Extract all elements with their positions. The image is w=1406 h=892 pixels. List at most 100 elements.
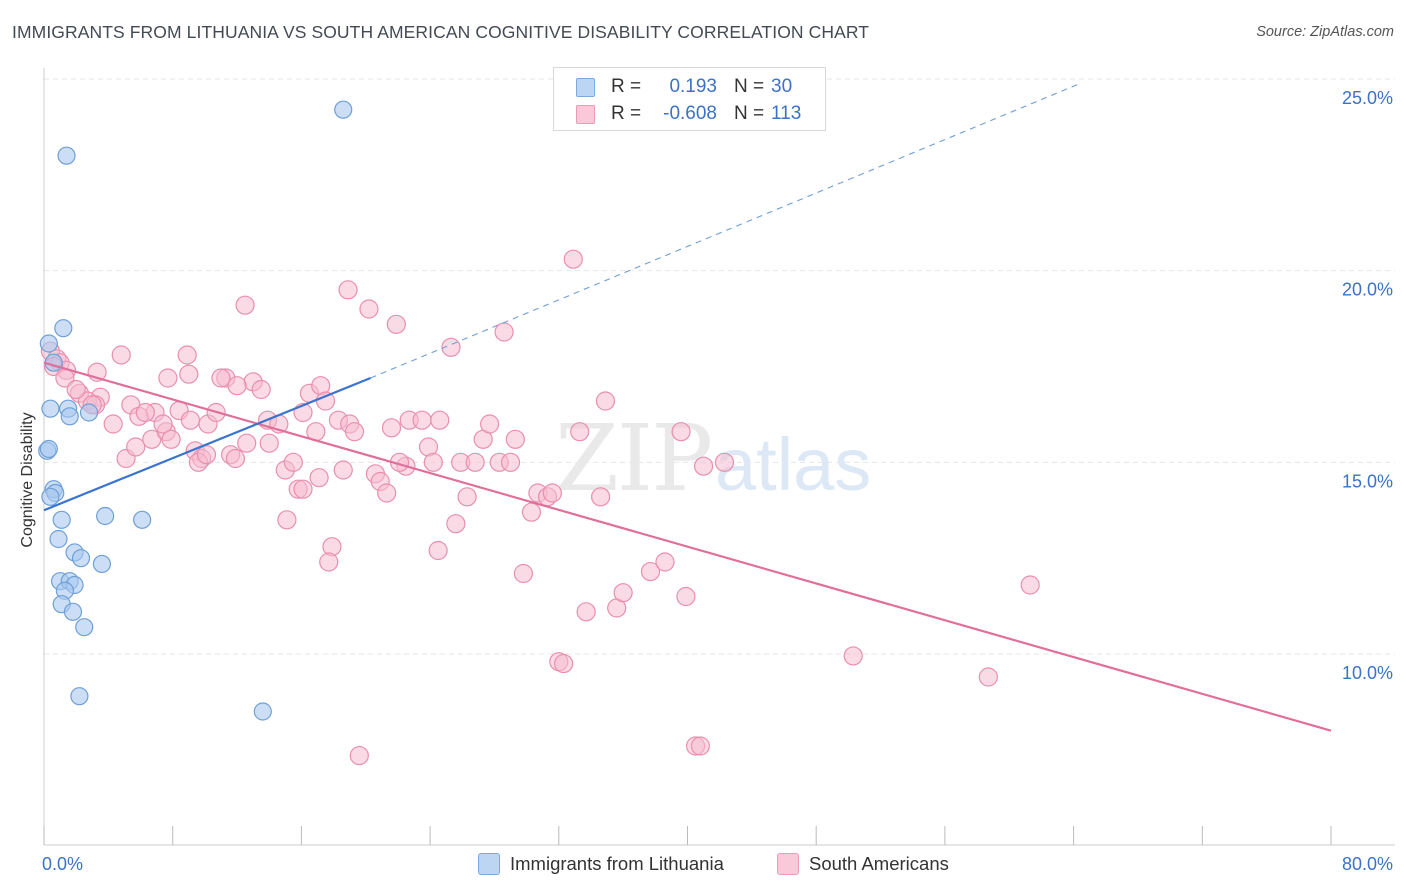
data-point-south-americans [277, 510, 297, 530]
data-point-south-americans [161, 429, 181, 449]
data-point-south-americans [309, 468, 329, 488]
data-point-south-americans [111, 345, 131, 365]
data-point-south-americans [521, 502, 542, 522]
legend-r-value: -0.608 [663, 103, 717, 124]
data-point-south-americans [103, 414, 123, 434]
data-point-south-americans [676, 586, 696, 607]
data-point-south-americans [554, 653, 574, 674]
data-point-lithuania [92, 554, 112, 574]
data-point-south-americans [237, 433, 257, 453]
data-point-south-americans [333, 460, 353, 480]
data-point-lithuania [41, 399, 60, 418]
data-point-south-americans [386, 314, 406, 334]
data-point-south-americans [505, 429, 525, 449]
legend-label: South Americans [809, 853, 949, 874]
data-point-south-americans [211, 368, 231, 388]
legend-r-label: R = [611, 103, 642, 124]
data-point-lithuania [52, 510, 71, 529]
legend-n-label: N = [734, 76, 765, 97]
data-point-south-americans [225, 448, 246, 469]
data-point-south-americans [344, 422, 365, 442]
data-point-south-americans [591, 487, 611, 507]
data-point-south-americans [513, 563, 534, 584]
data-point-south-americans [251, 379, 271, 400]
data-point-lithuania [96, 506, 115, 526]
watermark: ZIP atlas [555, 405, 871, 512]
legend-r-value: 0.193 [669, 76, 717, 97]
data-point-lithuania [133, 510, 152, 529]
data-point-south-americans [179, 364, 199, 384]
y-tick-label: 20.0% [1342, 280, 1393, 300]
data-point-south-americans [563, 249, 583, 269]
data-point-lithuania [253, 702, 272, 721]
data-point-south-americans [180, 410, 200, 430]
data-point-south-americans [412, 410, 432, 430]
data-point-lithuania [334, 100, 353, 119]
data-point-south-americans [576, 602, 596, 622]
data-point-lithuania [71, 549, 91, 568]
y-tick-label: 25.0% [1342, 88, 1393, 108]
data-point-south-americans [978, 667, 998, 687]
data-point-south-americans [377, 483, 397, 503]
data-point-south-americans [430, 410, 450, 430]
y-tick-label: 10.0% [1342, 663, 1393, 683]
data-point-south-americans [671, 422, 691, 442]
data-point-south-americans [66, 379, 86, 400]
trend-line-lithuania-extension [370, 82, 1082, 379]
trend-line-lithuania [43, 376, 371, 512]
data-point-south-americans [158, 368, 178, 388]
data-point-south-americans [465, 452, 485, 472]
data-point-south-americans [423, 452, 443, 472]
data-point-south-americans [177, 345, 197, 365]
watermark-zip: ZIP [555, 405, 711, 512]
watermark-atlas: atlas [715, 423, 871, 506]
source-label: Source: ZipAtlas.com [1256, 24, 1394, 40]
legend-label: Immigrants from Lithuania [510, 853, 724, 874]
data-point-south-americans [693, 456, 714, 476]
legend-row-south-americans: R = -0.608 N = 113 [554, 101, 825, 127]
data-point-south-americans [235, 295, 255, 315]
data-point-lithuania [70, 687, 89, 706]
data-point-lithuania [49, 529, 68, 549]
data-point-south-americans [259, 433, 279, 453]
data-point-south-americans [349, 745, 369, 766]
data-point-south-americans [843, 646, 863, 666]
data-point-lithuania [54, 319, 73, 338]
tick-labels: 10.0% 15.0% 20.0% 25.0% 0.0% 80.0% [42, 88, 1393, 874]
data-point-south-americans [570, 422, 590, 442]
data-point-lithuania [75, 618, 94, 637]
data-point-south-americans [135, 402, 155, 423]
x-tick-label: 80.0% [1342, 854, 1393, 874]
data-point-south-americans [338, 280, 358, 300]
data-point-south-americans [595, 391, 616, 411]
legend-swatch-blue [576, 78, 595, 97]
data-point-south-americans [283, 452, 303, 472]
data-point-south-americans [446, 514, 466, 534]
data-point-south-americans [319, 552, 339, 572]
data-point-lithuania [63, 602, 83, 621]
data-point-lithuania [57, 146, 76, 165]
data-point-south-americans [153, 414, 173, 434]
data-point-lithuania [39, 439, 58, 459]
data-point-south-americans [640, 561, 661, 582]
correlation-legend: R = 0.193 N = 30 R = -0.608 N = 113 [553, 67, 826, 131]
data-point-south-americans [480, 414, 500, 434]
legend-n-value: 30 [771, 76, 793, 97]
legend-swatch-pink [777, 853, 799, 875]
legend-swatch-pink [576, 105, 595, 124]
data-point-lithuania [39, 334, 58, 353]
data-point-south-americans [457, 487, 477, 507]
series-legend: Immigrants from Lithuania South American… [0, 851, 1406, 879]
south-americans-points [40, 249, 1040, 766]
data-point-lithuania [41, 487, 60, 506]
data-point-south-americans [359, 299, 379, 319]
y-tick-label: 15.0% [1342, 471, 1393, 491]
legend-r-label: R = [611, 76, 642, 97]
data-point-south-americans [613, 583, 633, 603]
data-point-lithuania [79, 403, 99, 422]
y-axis-label-wrap: Cognitive Disability [6, 330, 46, 630]
data-point-south-americans [196, 445, 217, 465]
legend-row-lithuania: R = 0.193 N = 30 [554, 74, 825, 100]
data-point-south-americans [542, 483, 562, 503]
